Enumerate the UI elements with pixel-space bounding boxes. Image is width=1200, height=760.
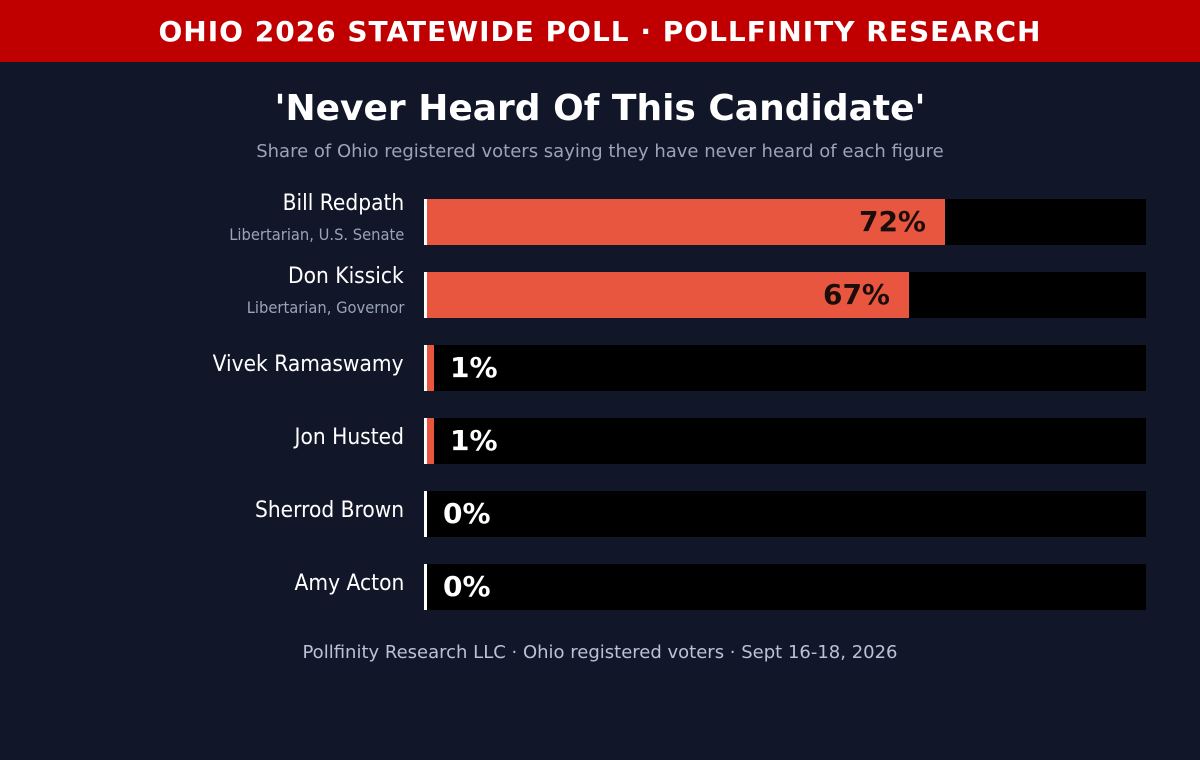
zero-axis-line	[424, 491, 427, 537]
bar-track	[424, 564, 1146, 610]
category-label: Bill Redpath	[282, 191, 404, 216]
data-label: 72%	[858, 205, 926, 238]
bar	[427, 199, 945, 245]
bar	[427, 345, 434, 391]
data-label: 0%	[443, 497, 491, 530]
category-label: Don Kissick	[288, 264, 404, 289]
data-label: 67%	[822, 278, 890, 311]
chart-title: 'Never Heard Of This Candidate'	[274, 88, 926, 129]
category-label: Vivek Ramaswamy	[213, 352, 404, 377]
data-label: 1%	[450, 351, 498, 384]
bar-track	[424, 418, 1146, 464]
bar	[427, 272, 909, 318]
category-sublabel: Libertarian, Governor	[246, 298, 404, 317]
category-label: Amy Acton	[294, 571, 404, 596]
zero-axis-line	[424, 345, 427, 391]
source-footer: Pollfinity Research LLC · Ohio registere…	[302, 642, 898, 663]
category-label: Sherrod Brown	[254, 498, 404, 523]
zero-axis-line	[424, 564, 427, 610]
bar-track	[424, 491, 1146, 537]
category-sublabel: Libertarian, U.S. Senate	[228, 225, 404, 244]
bar	[427, 418, 434, 464]
bar-track	[424, 345, 1146, 391]
zero-axis-line	[424, 199, 427, 245]
data-label: 1%	[450, 424, 498, 457]
poll-banner: OHIO 2026 STATEWIDE POLL · POLLFINITY RE…	[0, 0, 1200, 62]
zero-axis-line	[424, 418, 427, 464]
category-label: Jon Husted	[294, 425, 404, 450]
zero-axis-line	[424, 272, 427, 318]
chart-subtitle: Share of Ohio registered voters saying t…	[256, 141, 944, 162]
data-label: 0%	[443, 570, 491, 603]
